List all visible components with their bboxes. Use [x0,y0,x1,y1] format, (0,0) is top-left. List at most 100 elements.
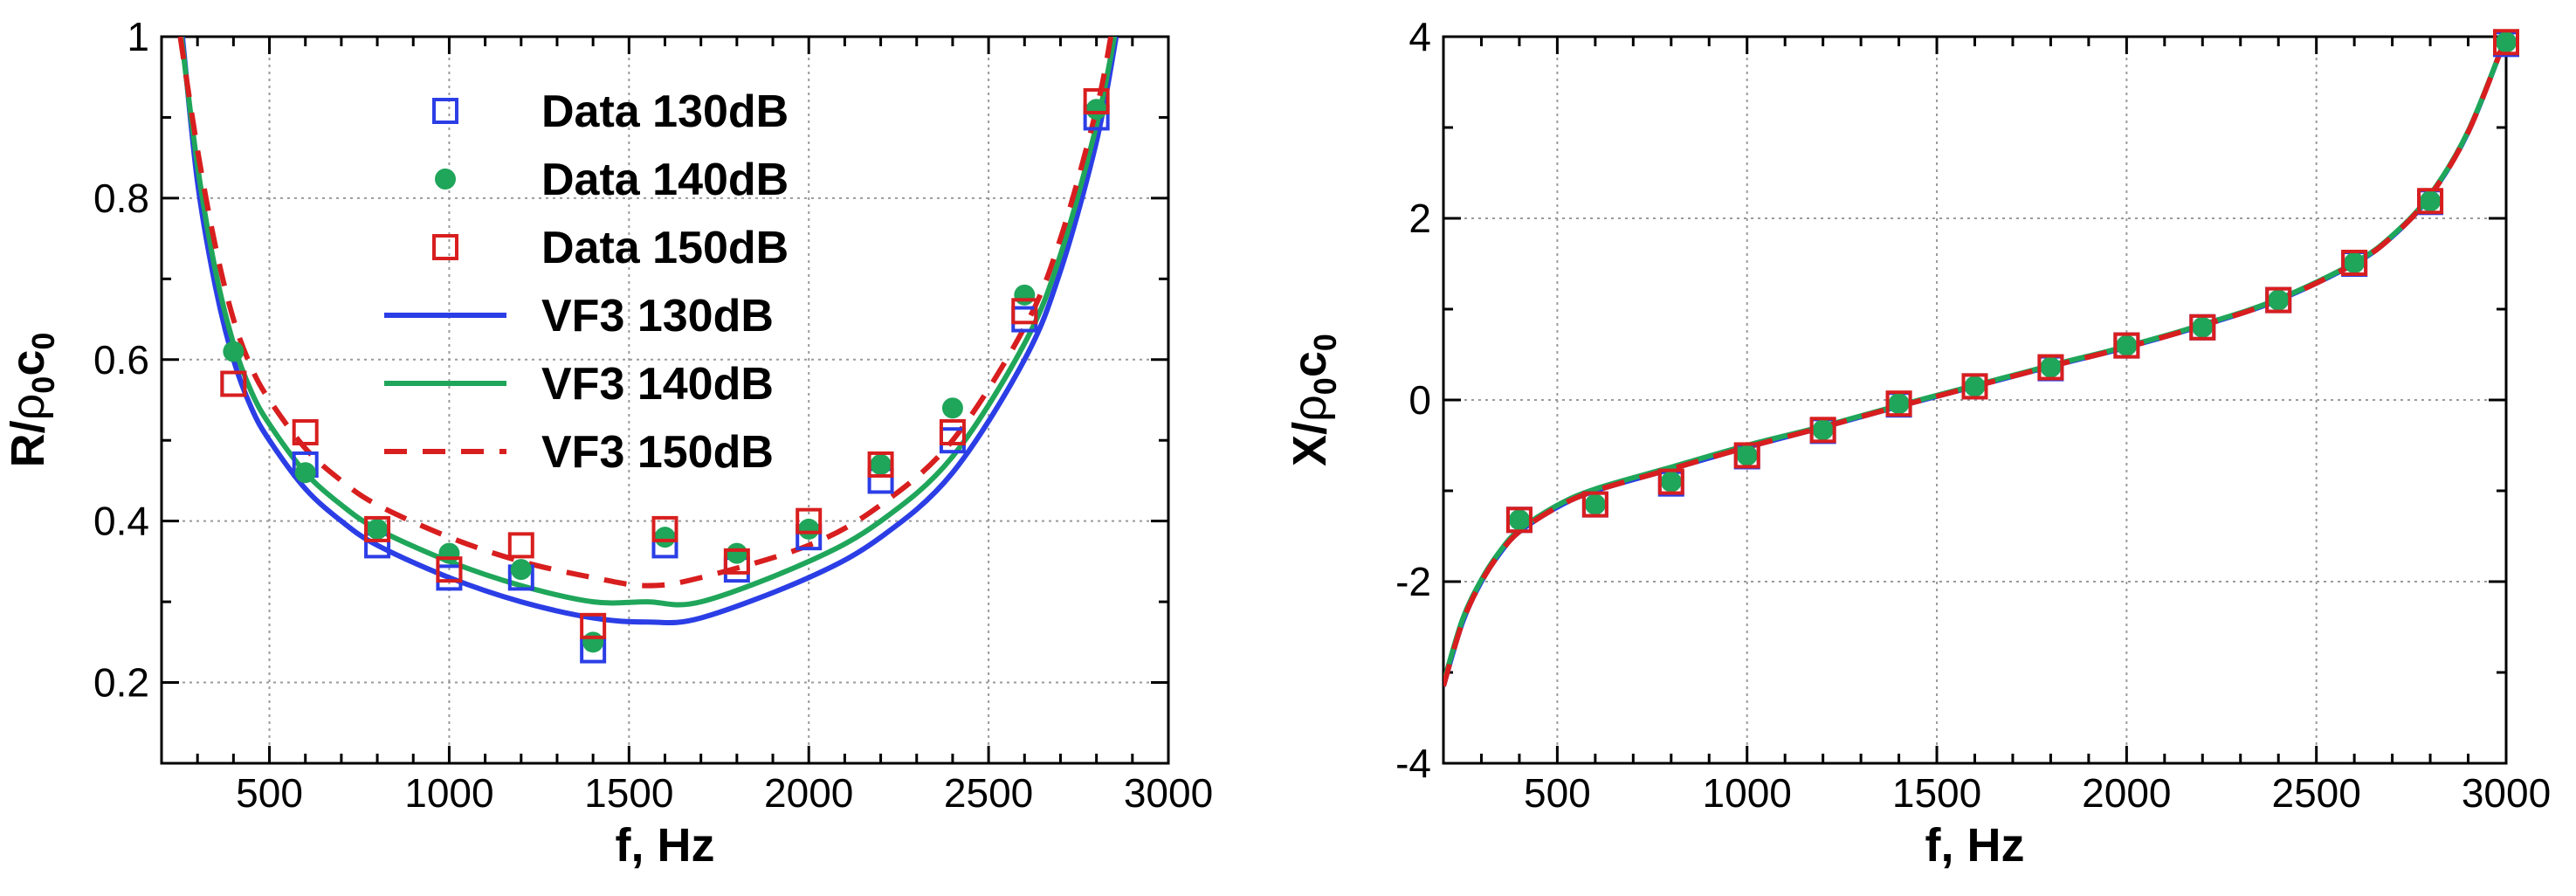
data-point [1888,393,1910,415]
data-point [2496,31,2517,53]
legend-label: Data 150dB [541,223,789,273]
data-point [2268,289,2290,311]
y-tick-label: -4 [1395,741,1431,786]
y-axis-title-part: ρ [2,394,54,421]
data-point [2189,314,2216,341]
x-tick-label: 2000 [2082,770,2171,816]
series-line [1443,37,2506,685]
y-axis-title-part: 0 [25,376,61,394]
x-axis-title: f, Hz [1925,819,2025,872]
data-point [292,418,319,445]
data-point [220,370,247,397]
data-point [867,451,894,478]
data-point [580,612,607,639]
y-axis-title-part: c [2,350,54,376]
y-tick-label: 0.4 [93,499,149,544]
data-point [582,631,604,653]
data-point [436,556,463,583]
x-tick-label: 500 [236,770,303,816]
x-tick-label: 1500 [1892,770,1981,816]
data-point [2037,354,2064,381]
x-tick-label: 2500 [944,770,1033,816]
data-point [2265,286,2292,314]
plot-area [1443,37,2506,687]
y-tick-label: 1 [127,14,149,59]
y-tick-label: 0.6 [93,337,149,383]
data-point [723,548,750,575]
x-tick-label: 2500 [2272,770,2361,816]
series-line [1443,37,2506,687]
data-point [1809,417,1836,444]
data-point [1083,87,1110,114]
series-line [1443,37,2506,687]
data-point [223,341,245,362]
data-point [1657,468,1684,495]
x-tick-label: 1500 [584,770,673,816]
data-point [941,397,963,419]
y-tick-label: 2 [1409,196,1431,241]
series-line [177,37,1114,589]
data-point [364,515,391,542]
data-point [1812,419,1834,441]
data-point [438,542,460,564]
data-point [507,532,534,559]
y-tick-label: 0 [1409,377,1431,423]
x-tick-label: 1000 [404,770,493,816]
legend-label: Data 140dB [541,155,789,205]
legend-label: Data 130dB [541,86,789,137]
data-point [654,527,676,548]
y-axis-title-part: 0 [1307,377,1343,395]
data-point [651,515,678,542]
data-point [2040,356,2062,378]
legend-marker [432,98,458,124]
y-axis-title-part: X/ [1284,422,1336,466]
data-point [726,542,747,564]
legend-label: VF3 130dB [541,291,774,341]
data-point [2344,252,2366,273]
data-point [1508,509,1530,531]
y-tick-label: 0.8 [93,176,149,221]
y-tick-label: -2 [1395,559,1431,604]
y-axis-title-part: 0 [25,333,61,350]
data-point [2116,334,2138,356]
x-axis-title: f, Hz [616,819,715,872]
legend-marker [435,169,456,190]
legend-marker [432,234,458,260]
resistance-chart: 500 1000 1500 2000 2500 3000 0.2 0.4 0.6 0.8 1 f, H… [2,14,1213,872]
data-point [367,518,389,540]
data-point [1660,471,1682,493]
x-tick-label: 3000 [1124,770,1213,816]
y-axis-title: X/ρ0c0 [1284,334,1343,466]
data-point [2192,316,2214,338]
y-tick-label: 4 [1409,14,1431,59]
data-point [1964,376,1986,397]
data-point [2420,190,2442,212]
data-point [2341,249,2368,276]
data-point [1584,493,1606,515]
y-tick-label: 0.2 [93,660,149,706]
x-tick-label: 2000 [764,770,853,816]
y-axis-title-part: ρ [1284,395,1336,422]
y-axis-title-part: R/ [2,420,54,467]
x-tick-label: 3000 [2462,770,2551,816]
legend-label: VF3 140dB [541,359,774,410]
x-tick-label: 1000 [1703,770,1792,816]
data-point [796,507,823,534]
data-point [2113,332,2140,359]
data-point [2417,188,2444,215]
data-point [1961,373,1988,400]
y-axis-title-part: c [1284,351,1336,377]
data-point [1733,442,1760,469]
data-point [939,418,966,445]
data-point [294,462,316,484]
data-point [1736,445,1758,466]
legend-label: VF3 150dB [541,427,774,478]
y-axis-title: R/ρ0c0 [2,333,61,468]
x-tick-label: 500 [1524,770,1591,816]
y-axis-title-part: 0 [1307,334,1343,351]
data-point [1014,284,1036,306]
data-point [1085,99,1107,121]
data-point [1581,491,1608,518]
